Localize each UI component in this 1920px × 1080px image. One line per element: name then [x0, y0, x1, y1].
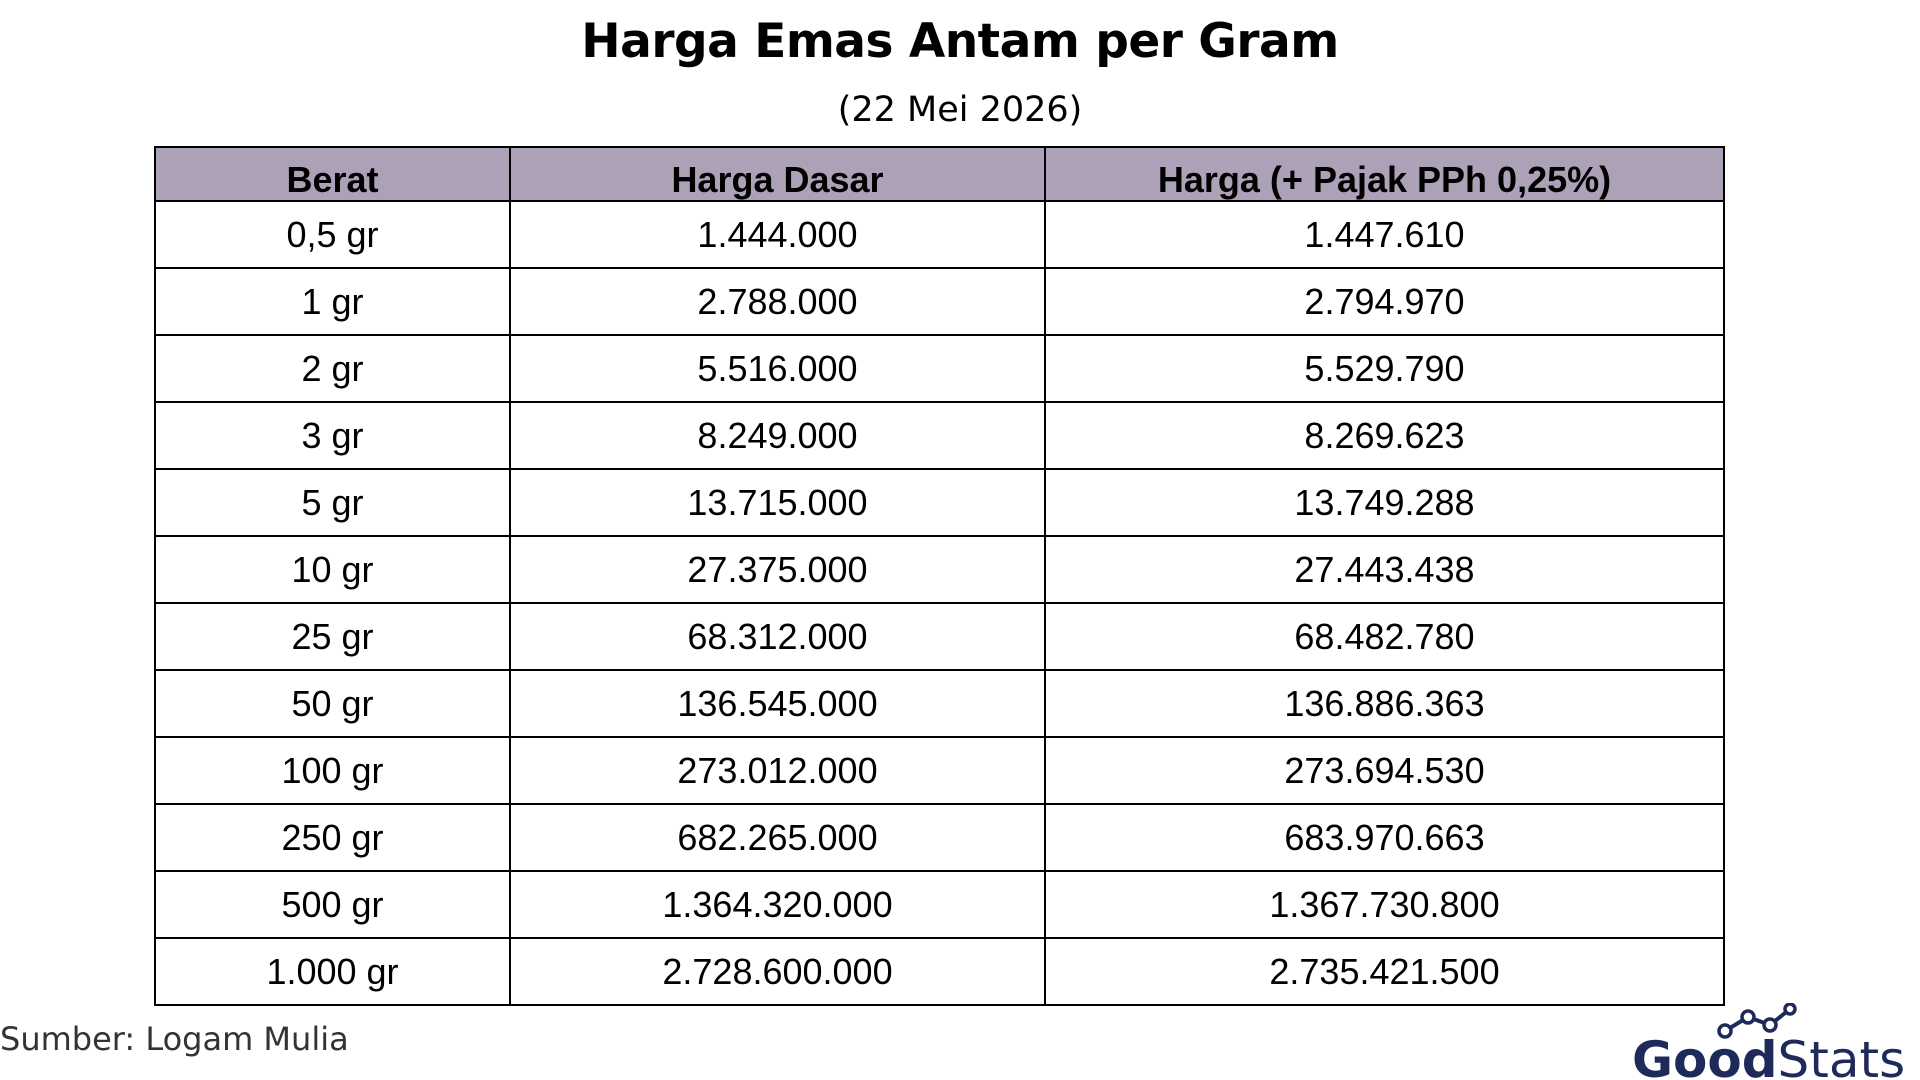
cell-harga-dasar: 27.375.000	[509, 535, 1046, 604]
table-row: 0,5 gr 1.444.000 1.447.610	[154, 200, 1725, 269]
cell-berat: 2 gr	[154, 334, 511, 403]
column-header-harga-pajak: Harga (+ Pajak PPh 0,25%)	[1044, 146, 1725, 202]
cell-harga-dasar: 273.012.000	[509, 736, 1046, 805]
table-row: 2 gr 5.516.000 5.529.790	[154, 334, 1725, 403]
chart-title: Harga Emas Antam per Gram	[581, 14, 1339, 69]
cell-harga-dasar: 136.545.000	[509, 669, 1046, 738]
cell-harga-pajak: 2.794.970	[1044, 267, 1725, 336]
table-body: 0,5 gr 1.444.000 1.447.610 1 gr 2.788.000 2.7…	[154, 200, 1725, 1006]
cell-harga-dasar: 68.312.000	[509, 602, 1046, 671]
cell-harga-dasar: 8.249.000	[509, 401, 1046, 470]
cell-harga-dasar: 2.788.000	[509, 267, 1046, 336]
logo-dot-2	[1740, 1009, 1756, 1025]
logo-text: GoodStats	[1632, 1031, 1905, 1080]
cell-berat: 50 gr	[154, 669, 511, 738]
cell-harga-pajak: 273.694.530	[1044, 736, 1725, 805]
cell-harga-dasar: 2.728.600.000	[509, 937, 1046, 1006]
cell-berat: 10 gr	[154, 535, 511, 604]
cell-harga-pajak: 68.482.780	[1044, 602, 1725, 671]
cell-harga-pajak: 5.529.790	[1044, 334, 1725, 403]
logo-dot-1	[1717, 1023, 1733, 1039]
gold-price-table: Berat Harga Dasar Harga (+ Pajak PPh 0,2…	[154, 146, 1725, 1006]
cell-harga-pajak: 27.443.438	[1044, 535, 1725, 604]
cell-harga-dasar: 1.444.000	[509, 200, 1046, 269]
logo-dot-3	[1762, 1017, 1778, 1033]
table-row: 10 gr 27.375.000 27.443.438	[154, 535, 1725, 604]
cell-berat: 1 gr	[154, 267, 511, 336]
source-note: Sumber: Logam Mulia	[0, 1020, 349, 1058]
logo-dot-4	[1783, 1003, 1797, 1016]
table-row: 500 gr 1.364.320.000 1.367.730.800	[154, 870, 1725, 939]
table-header-row: Berat Harga Dasar Harga (+ Pajak PPh 0,2…	[154, 146, 1725, 202]
cell-berat: 25 gr	[154, 602, 511, 671]
table-row: 250 gr 682.265.000 683.970.663	[154, 803, 1725, 872]
cell-harga-pajak: 683.970.663	[1044, 803, 1725, 872]
column-header-harga-dasar: Harga Dasar	[509, 146, 1046, 202]
cell-harga-pajak: 2.735.421.500	[1044, 937, 1725, 1006]
cell-harga-dasar: 5.516.000	[509, 334, 1046, 403]
cell-berat: 100 gr	[154, 736, 511, 805]
table-row: 25 gr 68.312.000 68.482.780	[154, 602, 1725, 671]
table-row: 3 gr 8.249.000 8.269.623	[154, 401, 1725, 470]
table-row: 1 gr 2.788.000 2.794.970	[154, 267, 1725, 336]
cell-berat: 500 gr	[154, 870, 511, 939]
cell-berat: 0,5 gr	[154, 200, 511, 269]
table-row: 1.000 gr 2.728.600.000 2.735.421.500	[154, 937, 1725, 1006]
cell-berat: 3 gr	[154, 401, 511, 470]
cell-harga-dasar: 1.364.320.000	[509, 870, 1046, 939]
table-row: 100 gr 273.012.000 273.694.530	[154, 736, 1725, 805]
chart-subtitle: (22 Mei 2026)	[837, 90, 1083, 130]
table-row: 50 gr 136.545.000 136.886.363	[154, 669, 1725, 738]
cell-berat: 5 gr	[154, 468, 511, 537]
cell-harga-pajak: 8.269.623	[1044, 401, 1725, 470]
cell-berat: 250 gr	[154, 803, 511, 872]
cell-harga-dasar: 13.715.000	[509, 468, 1046, 537]
table-row: 5 gr 13.715.000 13.749.288	[154, 468, 1725, 537]
cell-harga-pajak: 136.886.363	[1044, 669, 1725, 738]
cell-harga-pajak: 1.367.730.800	[1044, 870, 1725, 939]
cell-harga-pajak: 13.749.288	[1044, 468, 1725, 537]
goodstats-logo: GoodStats	[1632, 1003, 1905, 1080]
column-header-berat: Berat	[154, 146, 511, 202]
cell-harga-dasar: 682.265.000	[509, 803, 1046, 872]
cell-berat: 1.000 gr	[154, 937, 511, 1006]
cell-harga-pajak: 1.447.610	[1044, 200, 1725, 269]
logo-trend-line	[1723, 1007, 1792, 1033]
